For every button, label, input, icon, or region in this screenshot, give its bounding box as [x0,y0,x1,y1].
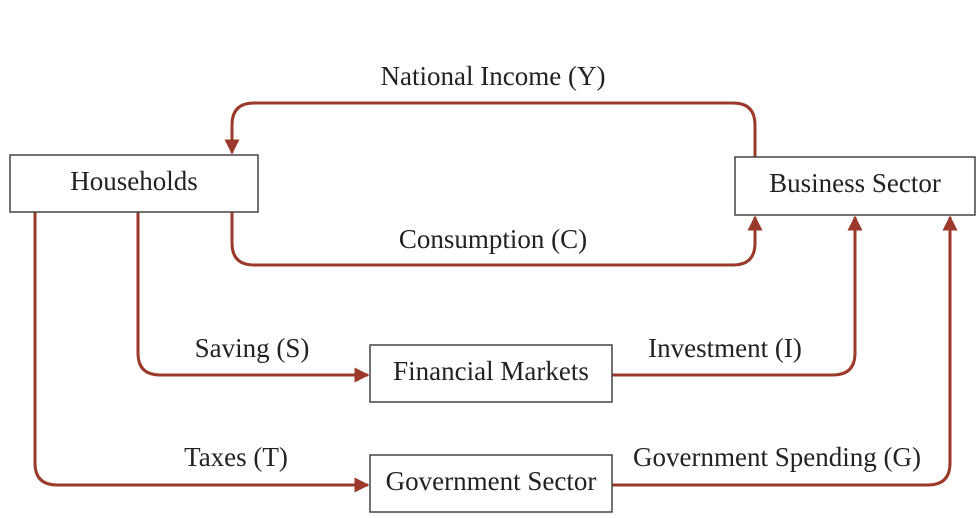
node-label: Business Sector [769,168,941,198]
investment-arrow [612,215,863,377]
taxes-arrow [33,212,370,493]
business-box [734,156,976,216]
edge-label: National Income (Y) [381,61,606,91]
node-label: Government Sector [386,466,597,496]
edge-label: Government Spending (G) [633,442,921,472]
edge-label: Saving (S) [195,333,310,363]
national-income-arrow [224,101,757,157]
edge-label: Investment (I) [648,333,802,363]
government-spending-arrow [612,215,958,487]
households-box [9,154,259,213]
node-label: Financial Markets [393,356,589,386]
financial-box [369,344,613,403]
edge-label: Taxes (T) [184,442,288,472]
government-box [369,454,613,513]
node-label: Households [70,166,198,196]
saving-arrow [136,212,370,383]
consumption-arrow [230,212,763,267]
edge-label: Consumption (C) [399,224,587,254]
